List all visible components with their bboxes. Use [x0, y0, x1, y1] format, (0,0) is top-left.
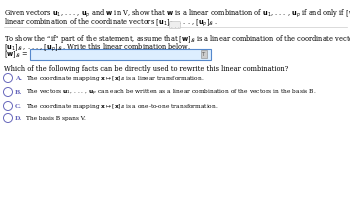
Text: T: T [202, 52, 206, 57]
Text: To show the “if” part of the statement, assume that $[\mathbf{w}]_\mathcal{B}$ i: To show the “if” part of the statement, … [4, 33, 350, 45]
Text: D.: D. [15, 116, 22, 121]
Text: A.: A. [15, 76, 22, 81]
Text: Given vectors $\mathbf{u}_1$, . . . , $\mathbf{u}_p$ and $\mathbf{w}$ in V, show: Given vectors $\mathbf{u}_1$, . . . , $\… [4, 8, 350, 20]
Text: Which of the following facts can be directly used to rewrite this linear combina: Which of the following facts can be dire… [4, 65, 288, 73]
Text: B.: B. [15, 90, 22, 95]
Text: . . .: . . . [171, 23, 179, 28]
Text: C.: C. [15, 104, 22, 109]
Text: The coordinate mapping $\mathbf{x}\mapsto[\mathbf{x}]_\mathcal{B}$ is a one-to-o: The coordinate mapping $\mathbf{x}\mapst… [26, 102, 218, 111]
Text: The basis B spans V.: The basis B spans V. [26, 116, 86, 121]
FancyBboxPatch shape [29, 49, 210, 60]
Text: linear combination of the coordinate vectors $[\mathbf{u}_1]_\mathcal{B}$ , . . : linear combination of the coordinate vec… [4, 17, 218, 29]
Text: $[\mathbf{u}_1]_\mathcal{B}$ , . . . , $[\mathbf{u}_p]_\mathcal{B}$ . Write this: $[\mathbf{u}_1]_\mathcal{B}$ , . . . , $… [4, 42, 191, 54]
Text: The coordinate mapping $\mathbf{x}\mapsto[\mathbf{x}]_\mathcal{B}$ is a linear t: The coordinate mapping $\mathbf{x}\mapst… [26, 74, 204, 83]
Text: The vectors $\mathbf{u}_1$, . . . , $\mathbf{u}_p$ can each be written as a line: The vectors $\mathbf{u}_1$, . . . , $\ma… [26, 87, 316, 98]
Text: $[\mathbf{w}]_\mathcal{B}$ =: $[\mathbf{w}]_\mathcal{B}$ = [4, 49, 28, 60]
